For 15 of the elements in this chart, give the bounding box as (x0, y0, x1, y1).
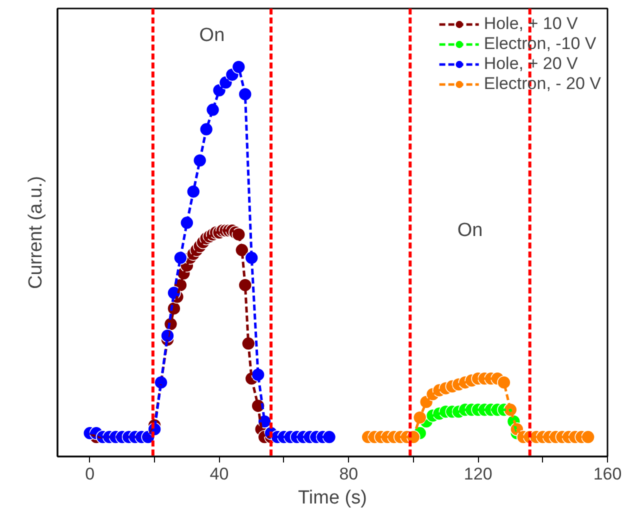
x-tick-label: 120 (464, 464, 492, 484)
x-tick-label: 160 (593, 464, 622, 484)
annotation: On (457, 220, 483, 242)
legend-label: Hole, + 20 V (484, 54, 578, 74)
x-tick-label: 0 (85, 464, 95, 484)
text: On (199, 24, 225, 46)
y-axis-title: Current (a.u.) (26, 176, 46, 289)
legend-label: Electron, -10 V (484, 34, 596, 54)
point (581, 430, 595, 444)
x-tick-label: 40 (210, 464, 229, 484)
x-axis-title: Time (s) (298, 488, 367, 508)
x-tick-label: 80 (339, 464, 358, 484)
point (322, 430, 336, 444)
legend-label: Hole, + 10 V (484, 14, 578, 34)
legend-label: Electron, - 20 V (484, 74, 601, 94)
